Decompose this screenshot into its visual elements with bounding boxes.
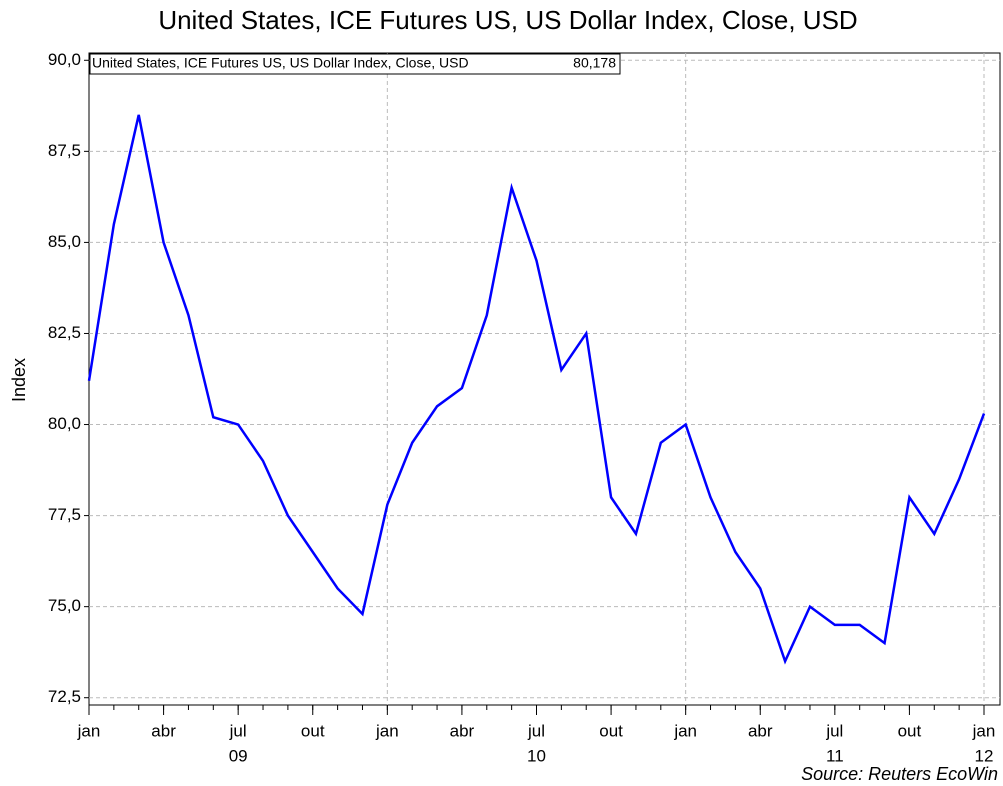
legend-entry: United States, ICE Futures US, US Dollar… xyxy=(92,55,469,71)
y-tick-label: 90,0 xyxy=(48,50,81,69)
y-tick-label: 72,5 xyxy=(48,687,81,706)
year-label: 10 xyxy=(527,746,546,765)
y-axis-label: Index xyxy=(9,358,29,402)
x-tick-label: jul xyxy=(825,721,843,740)
chart-title: United States, ICE Futures US, US Dollar… xyxy=(158,5,857,35)
x-tick-label: abr xyxy=(450,721,475,740)
y-tick-label: 85,0 xyxy=(48,232,81,251)
source: Source: Reuters EcoWin xyxy=(801,764,998,784)
y-tick-label: 77,5 xyxy=(48,505,81,524)
x-tick-label: jan xyxy=(972,721,996,740)
y-tick-label: 82,5 xyxy=(48,323,81,342)
x-tick-label: abr xyxy=(151,721,176,740)
x-tick-label: jul xyxy=(229,721,247,740)
plot-frame xyxy=(88,52,1001,706)
year-label: 11 xyxy=(826,746,844,765)
x-tick-label: jul xyxy=(527,721,545,740)
x-tick-label: jan xyxy=(673,721,697,740)
x-tick-label: out xyxy=(301,721,325,740)
year-label: 12 xyxy=(975,746,994,765)
x-tick-label: out xyxy=(898,721,922,740)
y-tick-label: 75,0 xyxy=(48,596,81,615)
y-tick-label: 87,5 xyxy=(48,141,81,160)
x-tick-label: out xyxy=(599,721,623,740)
y-tick-label: 80,0 xyxy=(48,414,81,433)
legend-box xyxy=(89,53,621,75)
year-label: 09 xyxy=(229,746,248,765)
x-tick-label: abr xyxy=(748,721,773,740)
legend-value: 80,178 xyxy=(573,55,616,71)
x-tick-label: jan xyxy=(375,721,399,740)
line-series xyxy=(87,114,986,665)
x-tick-label: jan xyxy=(77,721,101,740)
